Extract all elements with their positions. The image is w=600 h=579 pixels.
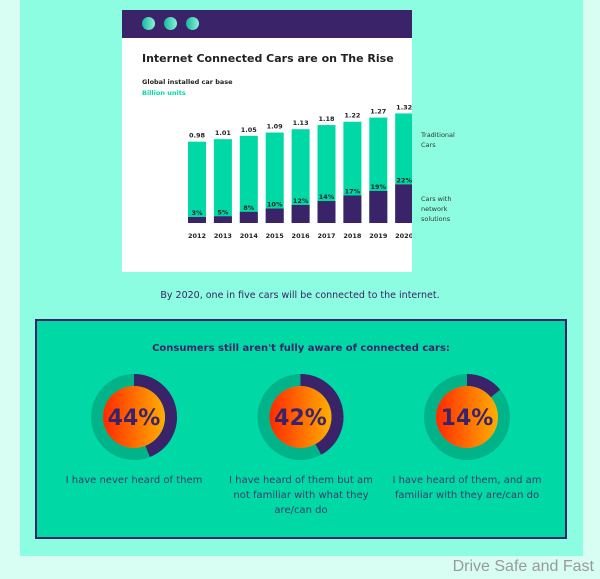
dot-icon <box>142 17 155 30</box>
chart-unit: Billion units <box>142 89 186 97</box>
legend-network: Cars with network solutions <box>421 195 452 223</box>
legend-traditional: Traditional Cars <box>421 131 455 149</box>
year-label: 2014 <box>240 232 259 240</box>
total-label: 1.13 <box>293 119 309 127</box>
donut-label: I have heard of them but am not familiar… <box>229 475 373 516</box>
year-label: 2018 <box>343 232 362 240</box>
dot-icon <box>186 17 199 30</box>
total-label: 1.18 <box>318 115 335 123</box>
share-label: 8% <box>243 204 255 212</box>
year-label: 2015 <box>266 232 285 240</box>
share-label: 19% <box>371 183 387 191</box>
card-header <box>122 10 412 38</box>
bar-traditional <box>317 125 336 223</box>
total-label: 1.01 <box>215 129 232 137</box>
donut-label: I have never heard of them <box>65 475 203 486</box>
share-label: 10% <box>267 201 283 209</box>
awareness-box: Consumers still aren't fully aware of co… <box>35 319 567 539</box>
year-label: 2012 <box>188 232 206 240</box>
total-label: 0.98 <box>189 132 206 140</box>
total-label: 1.09 <box>267 123 284 131</box>
bar-traditional <box>213 139 232 223</box>
share-label: 14% <box>319 193 335 201</box>
bar-network <box>343 195 362 223</box>
caption: By 2020, one in five cars will be connec… <box>160 290 440 301</box>
donut-charts: 44% 42% 14% <box>91 374 510 460</box>
awareness-title: Consumers still aren't fully aware of co… <box>152 343 450 354</box>
chart-card: Internet Connected Cars are on The Rise … <box>122 10 455 272</box>
donut-arc <box>133 374 177 457</box>
total-label: 1.27 <box>370 108 386 116</box>
share-label: 12% <box>293 197 309 205</box>
bar-chart: 0.98 3% 2012 1.01 5% 2013 1.05 8% 2014 1.09 10% 201… <box>188 103 412 240</box>
share-label: 3% <box>191 209 203 217</box>
chart-subtitle: Global installed car base <box>142 78 233 86</box>
total-label: 1.05 <box>241 126 258 134</box>
year-label: 2020 <box>395 232 412 240</box>
bar-network <box>369 190 388 223</box>
bar-traditional <box>291 129 310 223</box>
donut-center <box>436 386 498 448</box>
donut-label: I have heard of them, and am familiar wi… <box>392 475 542 501</box>
year-label: 2019 <box>369 232 388 240</box>
bar-network <box>213 216 232 223</box>
share-label: 22% <box>396 176 412 184</box>
chart-title: Internet Connected Cars are on The Rise <box>142 52 394 65</box>
year-label: 2016 <box>292 232 311 240</box>
bar-network <box>239 211 258 223</box>
bar-network <box>395 184 412 223</box>
bar-traditional <box>265 132 284 223</box>
share-label: 5% <box>217 208 229 216</box>
bar-network <box>291 204 310 223</box>
donut-center <box>103 386 165 448</box>
bar-traditional <box>239 135 258 223</box>
dot-icon <box>164 17 177 30</box>
donut-arc <box>300 374 344 455</box>
donut-value: 14% <box>441 406 494 431</box>
share-label: 17% <box>345 187 361 195</box>
year-label: 2017 <box>317 232 335 240</box>
bar-network <box>317 201 336 223</box>
donut-value: 44% <box>108 406 161 431</box>
bar-traditional <box>188 141 206 223</box>
total-label: 1.32 <box>396 103 412 111</box>
donut-center <box>269 386 332 448</box>
year-label: 2013 <box>214 232 232 240</box>
total-label: 1.22 <box>344 112 360 120</box>
watermark: Drive Safe and Fast <box>452 558 594 575</box>
donut-value: 42% <box>274 406 327 431</box>
bar-network <box>265 208 284 223</box>
bar-network <box>188 217 206 223</box>
donut-arc <box>466 374 501 398</box>
